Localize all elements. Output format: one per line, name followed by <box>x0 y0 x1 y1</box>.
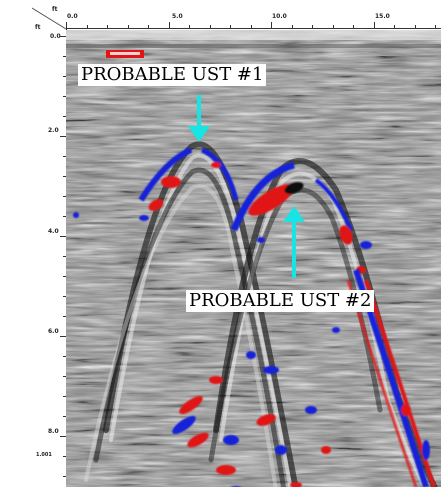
y-minor-tick <box>60 236 66 237</box>
x-minor-tick <box>373 22 375 28</box>
y-minor-tick <box>63 56 66 57</box>
y-minor-tick <box>63 316 66 317</box>
x-tick-label: 0.0 <box>67 13 78 20</box>
y-minor-tick <box>63 116 66 117</box>
y-minor-tick <box>63 376 66 377</box>
y-minor-tick <box>63 356 66 357</box>
x-minor-tick <box>353 25 354 28</box>
y-minor-tick <box>63 156 66 157</box>
y-tick-label: 2.0 <box>48 127 59 134</box>
x-minor-tick <box>250 25 252 28</box>
y-minor-tick <box>60 136 66 137</box>
x-minor-tick <box>86 25 88 28</box>
y-minor-tick <box>63 216 66 217</box>
x-minor-tick <box>271 22 272 28</box>
scattered-reflections <box>73 212 340 487</box>
y-tick-label: 6.0 <box>48 328 59 335</box>
surface-band-dark <box>66 44 441 48</box>
x-tick-label: 5.0 <box>172 13 183 20</box>
y-minor-tick <box>63 416 66 417</box>
x-tick-label: 15.0 <box>375 13 390 20</box>
y-minor-tick <box>63 76 66 77</box>
y-tick-label: 0.0 <box>50 33 61 40</box>
gpr-radargram <box>66 30 441 487</box>
y-minor-tick <box>63 296 66 297</box>
x-minor-tick <box>312 25 313 28</box>
y-minor-tick <box>63 196 66 197</box>
y-minor-tick <box>63 256 66 257</box>
x-minor-tick <box>332 25 334 28</box>
y-minor-tick <box>63 396 66 397</box>
radargram-texture <box>66 30 441 487</box>
ust-2-label: PROBABLE UST #2 <box>186 290 375 312</box>
arrow-ust-2 <box>283 206 305 278</box>
y-minor-tick <box>63 96 66 97</box>
corner-readout: 1.001 <box>36 452 52 458</box>
y-minor-tick <box>60 36 66 37</box>
y-minor-tick <box>63 176 66 177</box>
x-minor-tick <box>66 22 67 28</box>
x-tick-label: 10.0 <box>272 13 287 20</box>
arrow-ust-1 <box>188 95 210 142</box>
y-minor-tick <box>63 276 66 277</box>
x-minor-tick <box>107 25 108 28</box>
x-minor-tick <box>414 25 416 28</box>
x-minor-tick <box>435 25 436 28</box>
y-minor-tick <box>60 436 66 437</box>
x-minor-tick <box>291 25 293 28</box>
ust-1-label: PROBABLE UST #1 <box>78 64 267 86</box>
x-minor-tick <box>230 25 231 28</box>
x-axis-line <box>66 28 441 29</box>
anomaly-ust-2 <box>230 161 372 274</box>
y-tick-label: 8.0 <box>48 428 59 435</box>
anomaly-ust-1 <box>138 147 239 221</box>
x-minor-tick <box>148 25 149 28</box>
y-axis-unit: ft <box>35 24 41 31</box>
x-minor-tick <box>394 25 395 28</box>
surface-marker <box>106 50 144 58</box>
corner-diagonal <box>31 7 67 30</box>
y-tick-label: 4.0 <box>48 228 59 235</box>
y-minor-tick <box>63 456 66 457</box>
x-minor-tick <box>127 25 129 28</box>
y-minor-tick <box>60 336 66 337</box>
surface-band <box>66 30 441 40</box>
x-axis-unit: ft <box>52 6 58 13</box>
x-minor-tick <box>189 25 190 28</box>
x-minor-tick <box>209 25 211 28</box>
x-minor-tick <box>168 22 170 28</box>
y-minor-tick <box>63 476 66 477</box>
